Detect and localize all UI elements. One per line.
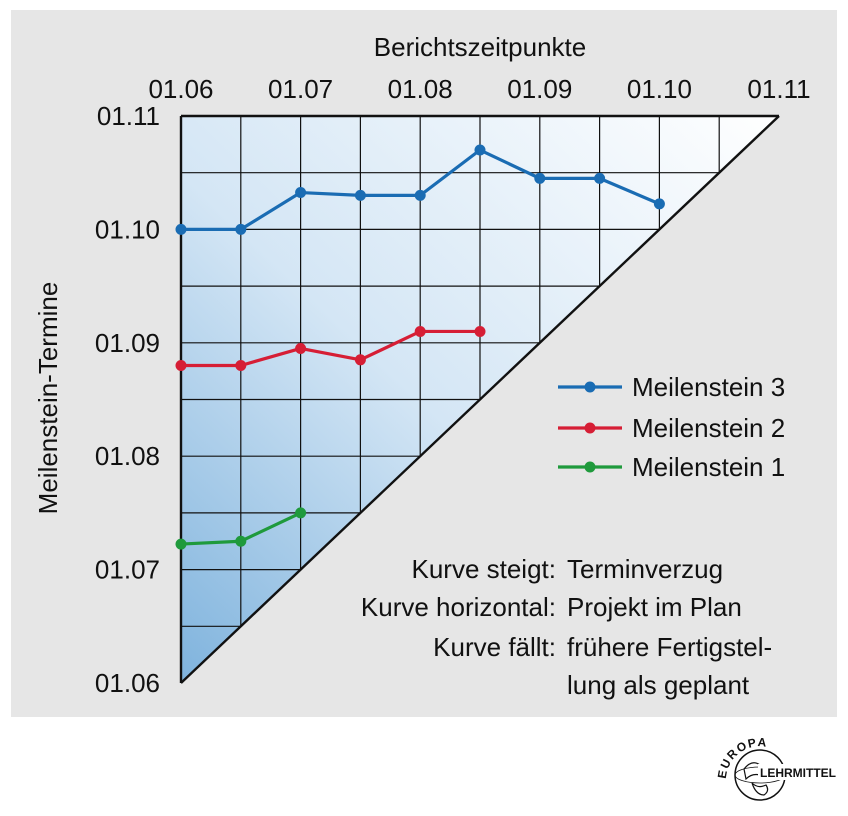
x-tick-label: 01.10 (627, 74, 692, 104)
data-point (295, 187, 307, 199)
series-line (181, 329, 480, 368)
legend-marker (584, 461, 596, 473)
data-point (414, 325, 426, 337)
x-axis-label: Berichtszeitpunkte (374, 32, 586, 62)
annotation-text: frühere Fertigstel- (567, 632, 772, 662)
legend-label: Meilenstein 1 (632, 452, 785, 482)
data-point (474, 325, 486, 337)
annotation-label: Kurve fällt: (433, 632, 556, 662)
annotations: Kurve steigt: Terminverzug Kurve horizonta… (361, 554, 772, 700)
y-tick-label: 01.11 (97, 101, 160, 131)
annotation-text: Terminverzug (567, 554, 723, 584)
data-point (474, 144, 486, 156)
logo-continents (751, 782, 769, 796)
legend-label: Meilenstein 3 (632, 372, 785, 402)
y-tick-label: 01.09 (95, 328, 160, 358)
axes (179, 114, 780, 684)
logo-bottom-text: LEHRMITTEL (760, 766, 836, 780)
data-point (354, 354, 366, 366)
series-3 (175, 507, 307, 550)
legend: Meilenstein 3 Meilenstein 2 Meilenstein 1 (558, 372, 785, 482)
data-point (354, 189, 366, 201)
y-tick-label: 01.06 (95, 668, 160, 698)
y-tick-label: 01.10 (95, 214, 160, 244)
data-point (235, 359, 247, 371)
y-axis-label: Meilenstein-Termine (33, 282, 63, 515)
series-2 (175, 325, 486, 371)
x-tick-label: 01.08 (388, 74, 453, 104)
data-point (235, 535, 247, 547)
data-point (594, 172, 606, 184)
y-tick-label: 01.08 (95, 441, 160, 471)
data-point (534, 172, 546, 184)
annotation-label: Kurve horizontal: (361, 592, 556, 622)
annotation-text: Projekt im Plan (567, 592, 742, 622)
x-tick-label: 01.07 (268, 74, 333, 104)
diagonal-line (180, 115, 780, 684)
data-point (414, 189, 426, 201)
x-tick-label: 01.11 (747, 74, 810, 104)
data-point (295, 342, 307, 354)
data-point (653, 198, 665, 210)
annotation-label: Kurve steigt: (411, 554, 556, 584)
x-tick-label: 01.06 (148, 74, 213, 104)
data-point (295, 507, 307, 519)
legend-marker (584, 381, 596, 393)
data-point (235, 223, 247, 235)
series-1 (175, 144, 665, 235)
x-tick-label: 01.09 (507, 74, 572, 104)
data-point (175, 538, 187, 550)
legend-marker (584, 422, 596, 434)
y-tick-label: 01.07 (95, 555, 160, 585)
data-point (175, 223, 187, 235)
logo-text-backing (758, 764, 840, 780)
annotation-text: lung als geplant (567, 670, 750, 700)
legend-label: Meilenstein 2 (632, 413, 785, 443)
data-point (175, 359, 187, 371)
